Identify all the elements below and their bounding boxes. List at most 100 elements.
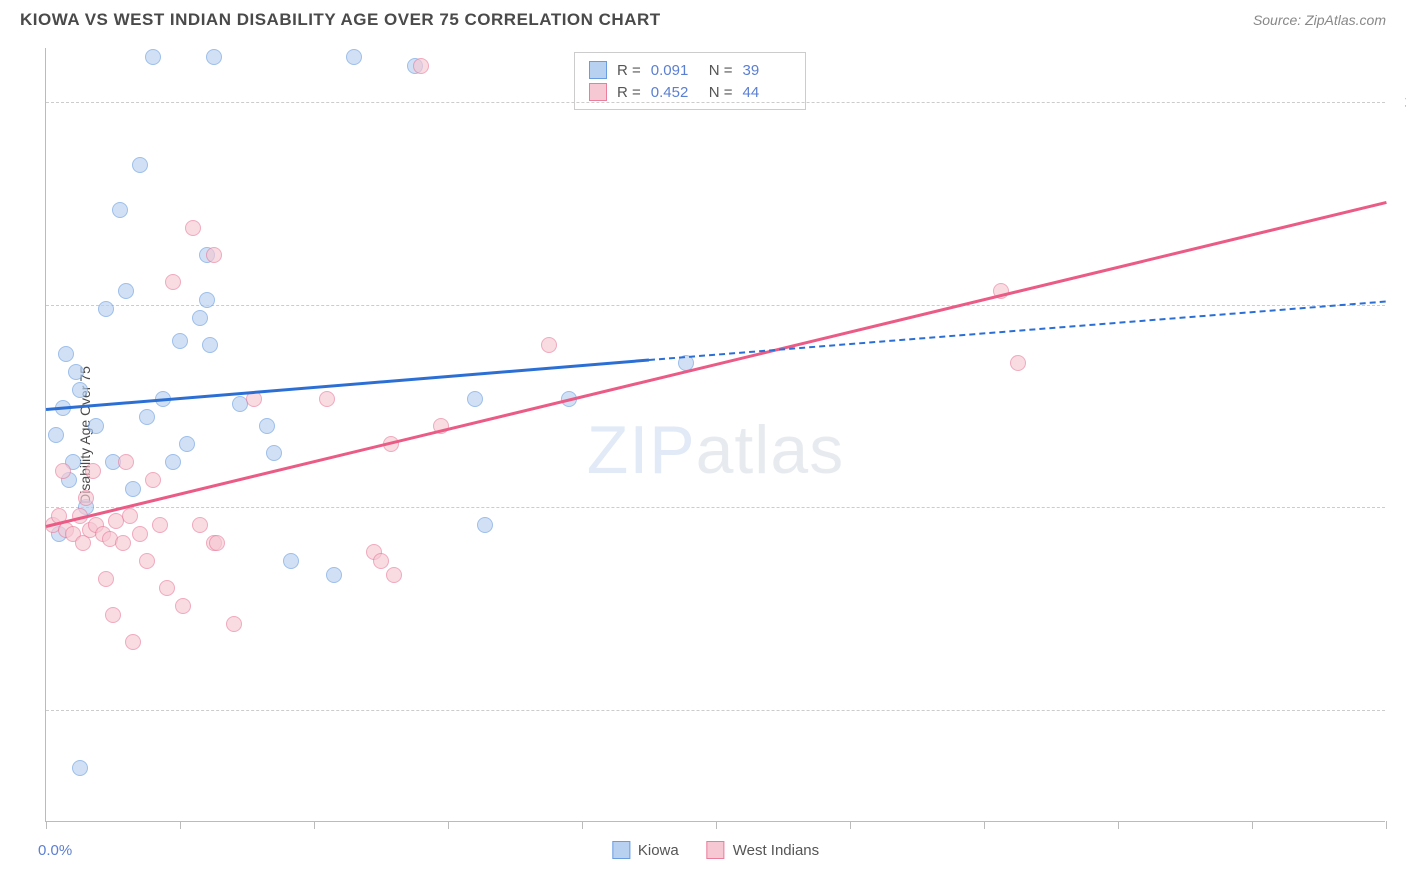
legend-label: West Indians [733,842,819,859]
data-point [346,49,362,65]
data-point [226,616,242,632]
y-tick-label: 32.5% [1395,701,1406,718]
stat-n-value: 44 [743,84,791,101]
data-point [179,436,195,452]
watermark-thin: atlas [696,412,845,488]
data-point [139,553,155,569]
data-point [175,598,191,614]
stat-r-label: R = [617,84,641,101]
x-tick [448,821,449,829]
data-point [266,445,282,461]
stat-r-value: 0.452 [651,84,699,101]
gridline [46,305,1385,306]
legend-item: West Indians [707,841,819,859]
data-point [122,508,138,524]
x-tick [582,821,583,829]
x-tick [984,821,985,829]
data-point [1010,355,1026,371]
data-point [541,337,557,353]
data-point [185,220,201,236]
data-point [125,634,141,650]
data-point [125,481,141,497]
swatch-kiowa [589,61,607,79]
trend-line [46,201,1387,527]
data-point [319,391,335,407]
chart-source: Source: ZipAtlas.com [1253,12,1386,28]
x-axis-max-label: 40.0% [1395,842,1406,859]
y-tick-label: 100.0% [1395,94,1406,111]
data-point [145,472,161,488]
data-point [206,49,222,65]
data-point [386,567,402,583]
data-point [88,418,104,434]
data-point [115,535,131,551]
data-point [132,157,148,173]
data-point [283,553,299,569]
y-tick-label: 77.5% [1395,296,1406,313]
data-point [326,567,342,583]
data-point [477,517,493,533]
data-point [118,283,134,299]
data-point [159,580,175,596]
data-point [199,292,215,308]
data-point [172,333,188,349]
data-point [139,409,155,425]
watermark: ZIPatlas [587,411,844,489]
data-point [206,247,222,263]
data-point [85,463,101,479]
x-tick [850,821,851,829]
data-point [118,454,134,470]
data-point [209,535,225,551]
data-point [98,571,114,587]
data-point [112,202,128,218]
x-tick [716,821,717,829]
data-point [58,346,74,362]
data-point [259,418,275,434]
stat-n-label: N = [709,84,733,101]
swatch-westindian [589,83,607,101]
x-tick [1118,821,1119,829]
data-point [373,553,389,569]
gridline [46,507,1385,508]
data-point [413,58,429,74]
data-point [55,463,71,479]
data-point [165,454,181,470]
y-tick-label: 55.0% [1395,499,1406,516]
legend-label: Kiowa [638,842,679,859]
data-point [72,382,88,398]
data-point [132,526,148,542]
chart-header: KIOWA VS WEST INDIAN DISABILITY AGE OVER… [0,0,1406,38]
chart-title: KIOWA VS WEST INDIAN DISABILITY AGE OVER… [20,10,661,30]
x-axis-min-label: 0.0% [38,842,72,859]
data-point [192,310,208,326]
x-tick [1252,821,1253,829]
x-tick [46,821,47,829]
data-point [202,337,218,353]
stats-row: R = 0.452 N = 44 [589,81,791,103]
gridline [46,102,1385,103]
data-point [192,517,208,533]
swatch-westindian [707,841,725,859]
data-point [105,607,121,623]
legend-item: Kiowa [612,841,679,859]
watermark-bold: ZIP [587,412,696,488]
data-point [467,391,483,407]
stat-r-label: R = [617,62,641,79]
legend: Kiowa West Indians [612,841,819,859]
stat-n-value: 39 [743,62,791,79]
swatch-kiowa [612,841,630,859]
data-point [145,49,161,65]
data-point [152,517,168,533]
x-tick [1386,821,1387,829]
data-point [68,364,84,380]
x-tick [180,821,181,829]
stats-row: R = 0.091 N = 39 [589,59,791,81]
scatter-chart: Disability Age Over 75 ZIPatlas R = 0.09… [45,48,1385,822]
data-point [48,427,64,443]
data-point [72,760,88,776]
stat-r-value: 0.091 [651,62,699,79]
trend-line [649,300,1386,360]
gridline [46,710,1385,711]
data-point [78,490,94,506]
x-tick [314,821,315,829]
